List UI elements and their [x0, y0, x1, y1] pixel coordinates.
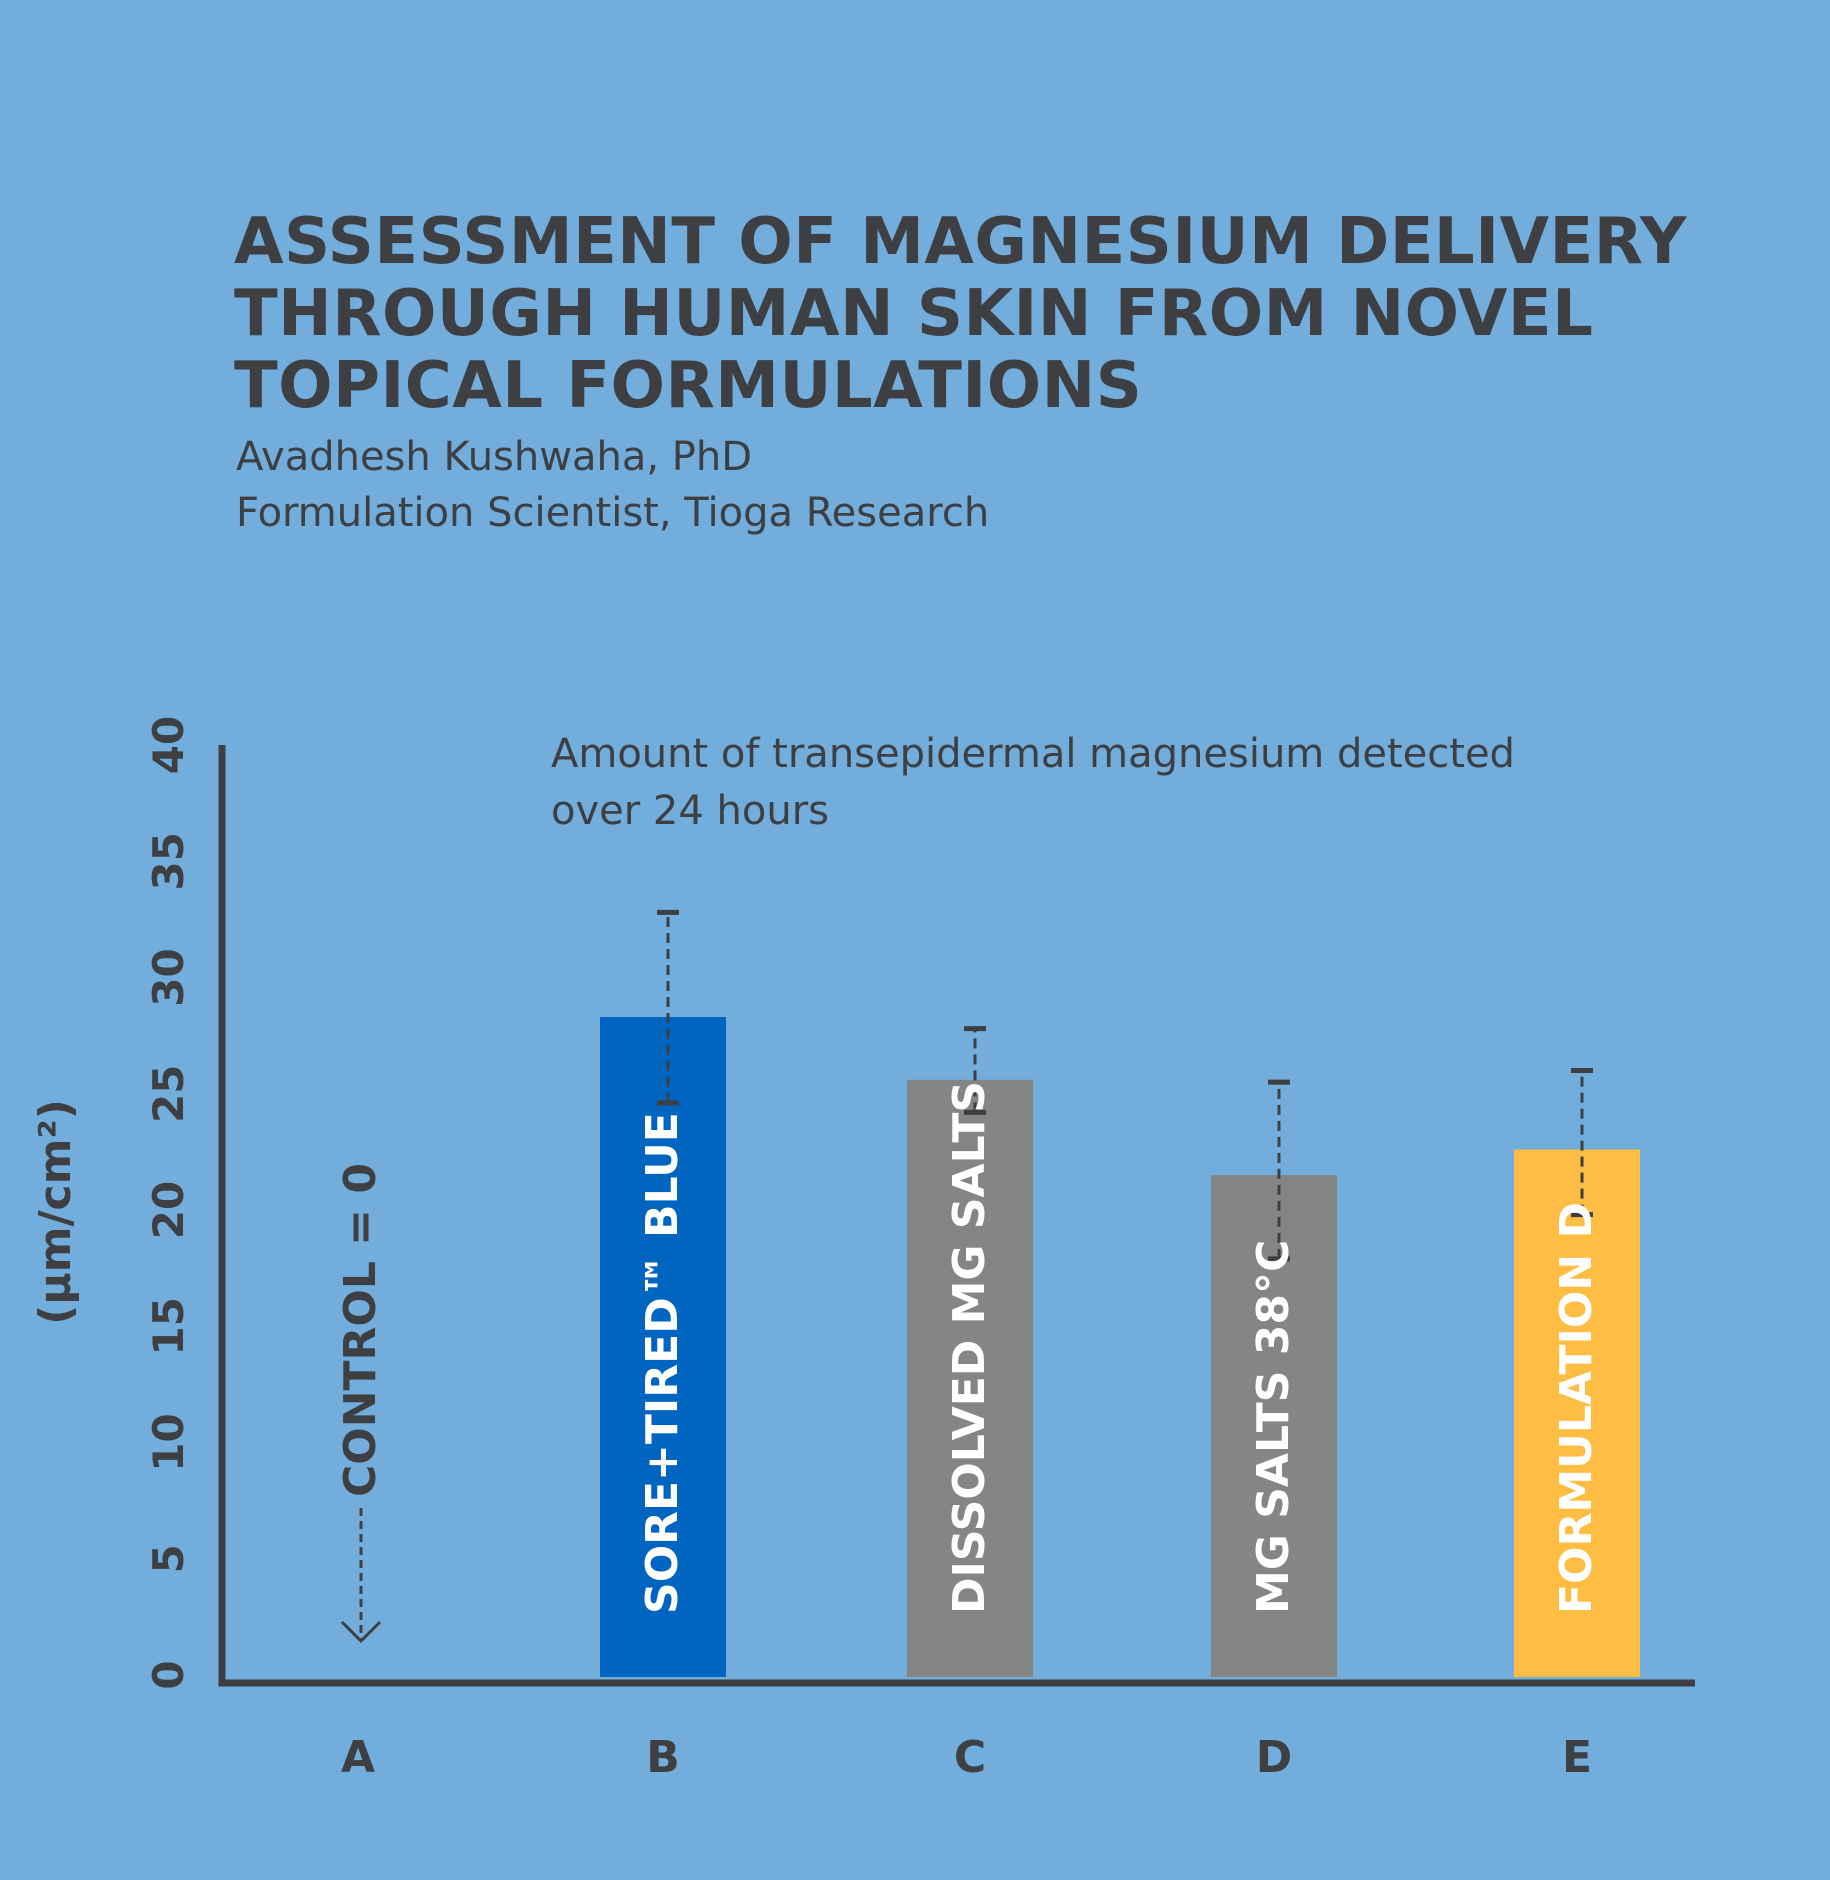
- y-tick-label: 20: [144, 1181, 193, 1239]
- chart-subtitle-line-2: over 24 hours: [551, 788, 829, 834]
- x-tick-label: B: [646, 1732, 680, 1783]
- bar-label-C: DISSOLVED MG SALTS: [944, 1081, 995, 1614]
- y-tick-label: 30: [144, 948, 193, 1006]
- y-tick-label: 5: [144, 1544, 193, 1573]
- chart-subtitle-line-1: Amount of transepidermal magnesium detec…: [551, 731, 1515, 777]
- control-arrow-head: [340, 1620, 382, 1644]
- bar-label-E: FORMULATION D: [1551, 1202, 1602, 1614]
- title-line-2: THROUGH HUMAN SKIN FROM NOVEL: [234, 277, 1594, 351]
- x-tick-label: E: [1562, 1732, 1592, 1783]
- bar-B: [600, 1017, 726, 1677]
- y-tick-label: 35: [144, 832, 193, 890]
- y-tick-label: 40: [144, 716, 193, 774]
- x-tick-label: C: [954, 1732, 986, 1783]
- bar-label-B: SORE+TIRED™ BLUE: [637, 1112, 688, 1614]
- bar-E: [1514, 1149, 1640, 1677]
- author-name: Avadhesh Kushwaha, PhD: [236, 434, 753, 480]
- y-tick-label: 10: [144, 1413, 193, 1471]
- chart-title: ASSESSMENT OF MAGNESIUM DELIVERY THROUGH…: [234, 206, 1754, 422]
- x-tick-label: A: [341, 1732, 375, 1783]
- y-axis-label: (µm/cm²): [30, 1099, 81, 1325]
- title-line-1: ASSESSMENT OF MAGNESIUM DELIVERY: [234, 205, 1687, 279]
- y-tick-label: 15: [144, 1297, 193, 1355]
- y-tick-label: 0: [144, 1660, 193, 1689]
- y-tick-label: 25: [144, 1065, 193, 1123]
- control-label: CONTROL = 0: [335, 1163, 386, 1497]
- title-line-3: TOPICAL FORMULATIONS: [234, 349, 1143, 423]
- author-affiliation: Formulation Scientist, Tioga Research: [236, 490, 990, 536]
- bar-label-D: MG SALTS 38°C: [1248, 1240, 1299, 1614]
- x-tick-label: D: [1256, 1732, 1293, 1783]
- bar-C: [907, 1079, 1033, 1677]
